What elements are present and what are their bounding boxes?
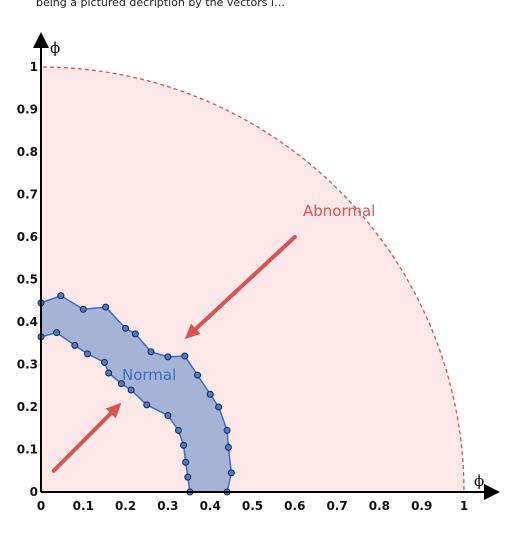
normal-boundary-point	[131, 330, 139, 338]
normal-boundary-point	[127, 386, 135, 394]
normal-arrow-head	[105, 402, 122, 419]
normal-boundary-point	[227, 469, 235, 477]
x-tick-label: 0.6	[284, 499, 305, 513]
y-tick-label: 0.5	[17, 273, 38, 287]
abnormal-region-area	[40, 66, 465, 493]
y-tick-label: 0.7	[17, 188, 38, 202]
y-tick-label: 1	[30, 60, 38, 74]
normal-boundary-point	[147, 348, 155, 356]
x-tick-label: 0.1	[73, 499, 94, 513]
abnormal-label: Abnormal	[303, 202, 375, 220]
normal-boundary-point	[71, 341, 79, 349]
y-tick-label: 0.4	[17, 315, 38, 329]
normal-boundary-point	[84, 350, 92, 358]
normal-boundary-point	[79, 305, 87, 313]
normal-boundary-point	[223, 426, 231, 434]
normal-arrow-line	[51, 411, 113, 473]
y-tick-label: 0	[30, 485, 38, 499]
normal-boundary-point	[206, 390, 214, 398]
x-tick-label: 1	[460, 499, 468, 513]
x-tick-label: 0.4	[200, 499, 221, 513]
normal-boundary-point	[164, 412, 172, 419]
normal-boundary-point	[215, 403, 223, 411]
x-tick-label: 0.3	[157, 499, 178, 513]
partial-top-text: being a pictured decription by the vecto…	[36, 0, 285, 9]
y-tick-labels: 0 0.1 0.2 0.3 0.4 0.5 0.6 0.7 0.8 0.9 1	[17, 60, 38, 499]
normal-boundary-point	[164, 353, 172, 361]
x-tick-label: 0.7	[326, 499, 347, 513]
normal-boundary-point	[181, 352, 189, 360]
normal-boundary-point	[174, 426, 182, 434]
y-tick-label: 0.8	[17, 145, 38, 159]
normal-boundary-point	[57, 292, 65, 300]
normal-boundary-point	[182, 458, 190, 466]
y-tick-label: 0.1	[17, 443, 38, 457]
x-axis-label: ϕ	[474, 472, 484, 490]
normal-boundary-point	[122, 324, 130, 332]
x-tick-label: 0.9	[411, 499, 432, 513]
y-axis-label: ϕ	[50, 39, 60, 57]
normal-boundary-point	[117, 380, 125, 388]
x-tick-label: 0	[37, 499, 45, 513]
x-tick-label: 0.2	[115, 499, 136, 513]
normal-boundary-point	[102, 303, 110, 311]
normal-boundary-point	[194, 371, 202, 379]
normal-boundary-point	[53, 329, 61, 337]
normal-boundary-points	[37, 292, 235, 496]
x-tick-label: 0.8	[369, 499, 390, 513]
normal-boundary-point	[100, 358, 108, 366]
abnormal-arrow-head	[184, 323, 201, 339]
y-tick-label: 0.3	[17, 358, 38, 372]
normal-boundary-point	[143, 401, 151, 409]
x-tick-labels: 0 0.1 0.2 0.3 0.4 0.5 0.6 0.7 0.8 0.9 1	[37, 499, 468, 513]
y-tick-label: 0.2	[17, 400, 38, 414]
normal-label: Normal	[122, 366, 176, 384]
normal-boundary-point	[180, 441, 188, 449]
y-tick-label: 0.9	[17, 103, 38, 117]
x-tick-label: 0.5	[242, 499, 263, 513]
normal-boundary-point	[224, 443, 232, 451]
y-tick-label: 0.6	[17, 230, 38, 244]
normal-boundary-point	[105, 369, 113, 377]
abnormal-arrow-line	[193, 235, 297, 331]
normal-boundary-point	[184, 473, 192, 481]
